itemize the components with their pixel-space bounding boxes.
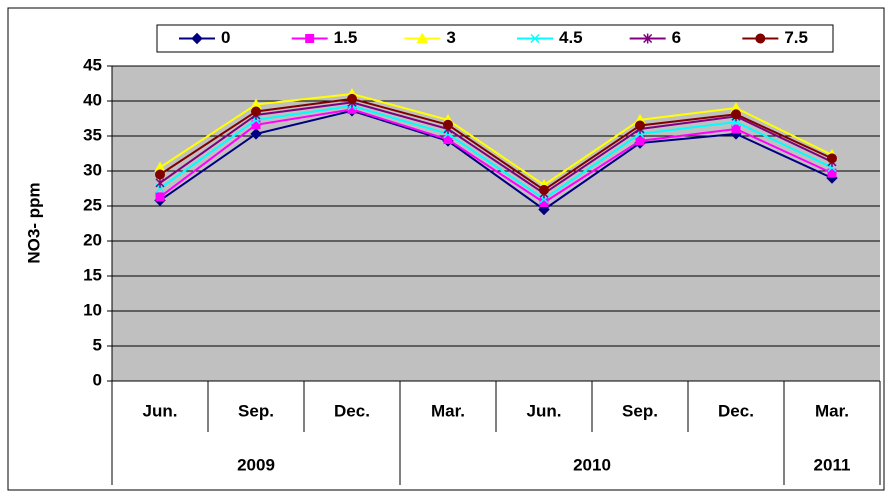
y-tick-label: 0 <box>93 370 102 389</box>
marker <box>443 135 453 144</box>
y-axis-label: NO3- ppm <box>24 182 43 263</box>
marker <box>731 109 741 120</box>
x-tick-label: Sep. <box>622 401 658 420</box>
y-tick-label: 40 <box>83 90 102 109</box>
legend-label: 1.5 <box>334 28 358 47</box>
marker <box>731 124 741 134</box>
x-tick-label: Jun. <box>143 401 178 420</box>
legend-label: 4.5 <box>559 28 583 47</box>
series-line <box>159 92 833 187</box>
marker <box>827 168 837 178</box>
marker <box>635 120 645 131</box>
y-tick-label: 10 <box>83 300 102 319</box>
x-tick-label: Mar. <box>431 401 465 420</box>
marker <box>443 119 453 130</box>
y-tick-label: 5 <box>93 335 102 354</box>
x-tick-label: Mar. <box>815 401 849 420</box>
y-tick-label: 30 <box>83 160 102 179</box>
series-line <box>159 109 833 211</box>
x-tick-label: Dec. <box>718 401 754 420</box>
series-line <box>159 101 833 195</box>
series-line <box>159 97 833 192</box>
marker <box>635 136 645 146</box>
marker <box>250 128 262 140</box>
x-tick-label: Dec. <box>334 401 370 420</box>
marker <box>755 33 766 44</box>
legend-label: 7.5 <box>784 28 808 47</box>
x-tick-label: Sep. <box>238 401 274 420</box>
marker <box>251 106 261 117</box>
y-tick-label: 25 <box>83 195 102 214</box>
marker <box>643 33 653 44</box>
legend-label: 6 <box>672 28 681 47</box>
legend-box <box>156 24 834 53</box>
marker <box>155 192 165 202</box>
x-group-label: 2010 <box>573 455 611 474</box>
marker <box>305 34 315 43</box>
marker <box>155 177 165 188</box>
marker <box>530 33 540 44</box>
legend-label: 3 <box>446 28 455 47</box>
series-line <box>159 108 833 204</box>
marker <box>539 184 549 195</box>
x-group-label: 2011 <box>814 455 851 474</box>
y-tick-label: 35 <box>83 125 102 144</box>
series-line <box>159 104 833 201</box>
legend-label: 0 <box>221 28 230 47</box>
x-group-label: 2009 <box>237 455 275 474</box>
y-tick-label: 15 <box>83 265 102 284</box>
marker <box>827 153 837 164</box>
marker <box>191 32 203 45</box>
marker <box>416 32 429 43</box>
x-tick-label: Jun. <box>527 401 562 420</box>
plot-area <box>112 66 880 381</box>
marker <box>155 169 165 180</box>
y-tick-label: 45 <box>83 55 102 74</box>
marker <box>347 93 357 104</box>
y-tick-label: 20 <box>83 230 102 249</box>
